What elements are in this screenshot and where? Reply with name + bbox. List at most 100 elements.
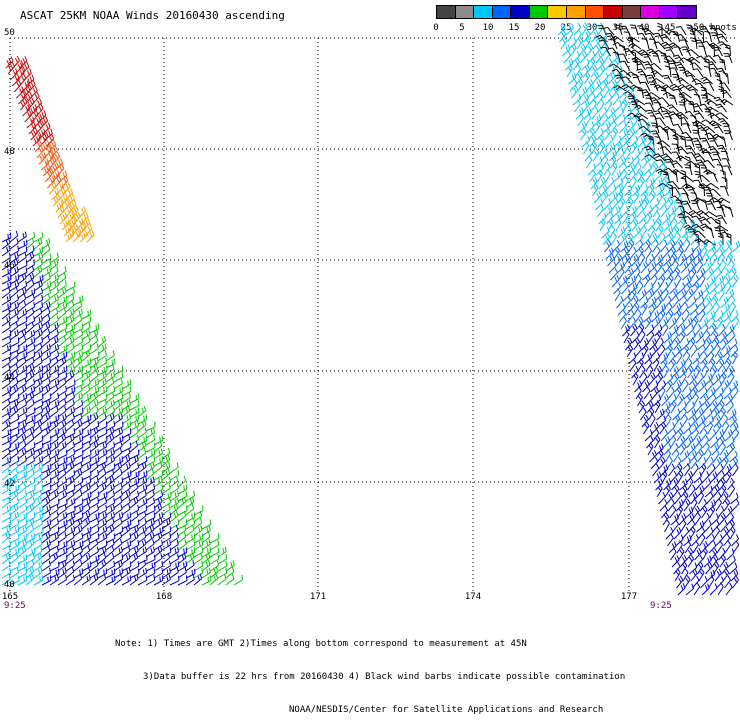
wind-barb <box>154 449 162 459</box>
wind-barb <box>731 381 738 393</box>
wind-barb <box>699 345 706 357</box>
wind-barb <box>2 337 11 347</box>
wind-barb <box>98 449 107 459</box>
wind-barb <box>694 94 701 105</box>
wind-barb <box>703 548 708 561</box>
wind-barb <box>696 478 703 490</box>
wind-barb <box>682 562 687 574</box>
wind-barb <box>170 554 179 564</box>
wind-barb <box>560 30 566 42</box>
wind-barb <box>620 310 626 322</box>
wind-barb <box>662 394 669 406</box>
wind-barb <box>681 296 687 308</box>
wind-barb <box>106 505 114 515</box>
wind-barb <box>688 101 694 112</box>
wind-barb <box>10 295 18 305</box>
wind-barb <box>682 124 691 133</box>
wind-barb <box>665 117 674 126</box>
lat-label-42: 42 <box>4 479 15 489</box>
wind-barb <box>620 276 627 288</box>
wind-barb <box>685 318 692 329</box>
wind-barb <box>114 547 122 557</box>
wind-barb <box>705 374 712 385</box>
wind-barb <box>717 541 723 553</box>
wind-barb <box>2 344 11 354</box>
wind-barb <box>583 100 590 112</box>
wind-barb <box>202 568 210 578</box>
wind-barb <box>652 53 660 63</box>
wind-barb <box>732 387 738 399</box>
wind-barb <box>42 568 51 578</box>
wind-barb <box>178 476 186 487</box>
wind-barb <box>571 44 577 56</box>
wind-barb <box>660 147 671 154</box>
wind-barb <box>638 119 650 126</box>
wind-barb <box>697 521 705 532</box>
wind-barb <box>590 23 596 35</box>
wind-barb <box>727 325 735 336</box>
wind-barb <box>18 498 27 508</box>
wind-barb <box>701 464 706 476</box>
wind-barb <box>705 31 712 42</box>
wind-barb <box>726 471 731 484</box>
wind-barb <box>678 283 685 295</box>
wind-barb <box>650 450 657 462</box>
wind-barb <box>640 219 646 231</box>
wind-barb <box>710 394 716 406</box>
wind-barb <box>114 414 122 424</box>
wind-barb <box>138 539 146 550</box>
wind-barb <box>186 540 195 550</box>
wind-barb <box>146 575 155 585</box>
wind-barb <box>50 344 59 354</box>
wind-barb <box>691 569 697 581</box>
wind-barb <box>732 499 739 511</box>
footnotes: Note: 1) Times are GMT 2)Times along bot… <box>115 617 625 727</box>
wind-barb <box>670 282 677 294</box>
wind-barb <box>668 422 675 434</box>
wind-barb <box>42 260 51 270</box>
wind-barb <box>130 463 139 473</box>
lon-label-171: 171 <box>310 592 326 602</box>
wind-barb <box>727 549 734 560</box>
note-line-2: 3)Data buffer is 22 hrs from 20160430 4)… <box>143 672 625 683</box>
wind-barb <box>643 156 649 168</box>
wind-barb <box>42 553 50 564</box>
wind-barb <box>58 532 66 543</box>
wind-barb <box>636 199 644 210</box>
wind-barb <box>98 379 106 389</box>
wind-barb <box>686 282 692 294</box>
wind-barb <box>672 74 680 84</box>
wind-barb <box>74 420 82 431</box>
wind-barb <box>106 351 114 362</box>
wind-barb <box>664 332 671 343</box>
wind-barb <box>50 491 58 502</box>
wind-barb <box>692 387 698 399</box>
wind-barb <box>699 46 707 56</box>
wind-barb <box>686 248 694 259</box>
wind-barb <box>82 575 90 585</box>
wind-barb <box>709 429 716 441</box>
wind-barb <box>74 330 83 340</box>
wind-barb <box>687 50 699 57</box>
lon-label-174: 174 <box>465 592 481 602</box>
wind-barb <box>660 34 671 42</box>
wind-barb <box>34 316 42 326</box>
wind-barb <box>154 568 163 578</box>
wind-barb <box>614 247 620 259</box>
lat-label-48: 48 <box>4 147 15 157</box>
lon-label-177: 177 <box>621 592 637 602</box>
wind-barb <box>106 553 114 564</box>
wind-barbs <box>2 23 740 595</box>
wind-barb <box>18 526 27 536</box>
wind-barb <box>2 295 11 305</box>
wind-barb <box>710 583 717 595</box>
wind-barb <box>731 493 739 504</box>
wind-barb <box>679 68 687 78</box>
wind-barb <box>146 539 154 550</box>
wind-barb <box>50 266 58 277</box>
wind-barb <box>635 105 647 112</box>
wind-barb <box>25 110 32 122</box>
wind-barb <box>2 323 10 334</box>
wind-barb <box>210 534 219 543</box>
wind-barb <box>50 456 58 466</box>
